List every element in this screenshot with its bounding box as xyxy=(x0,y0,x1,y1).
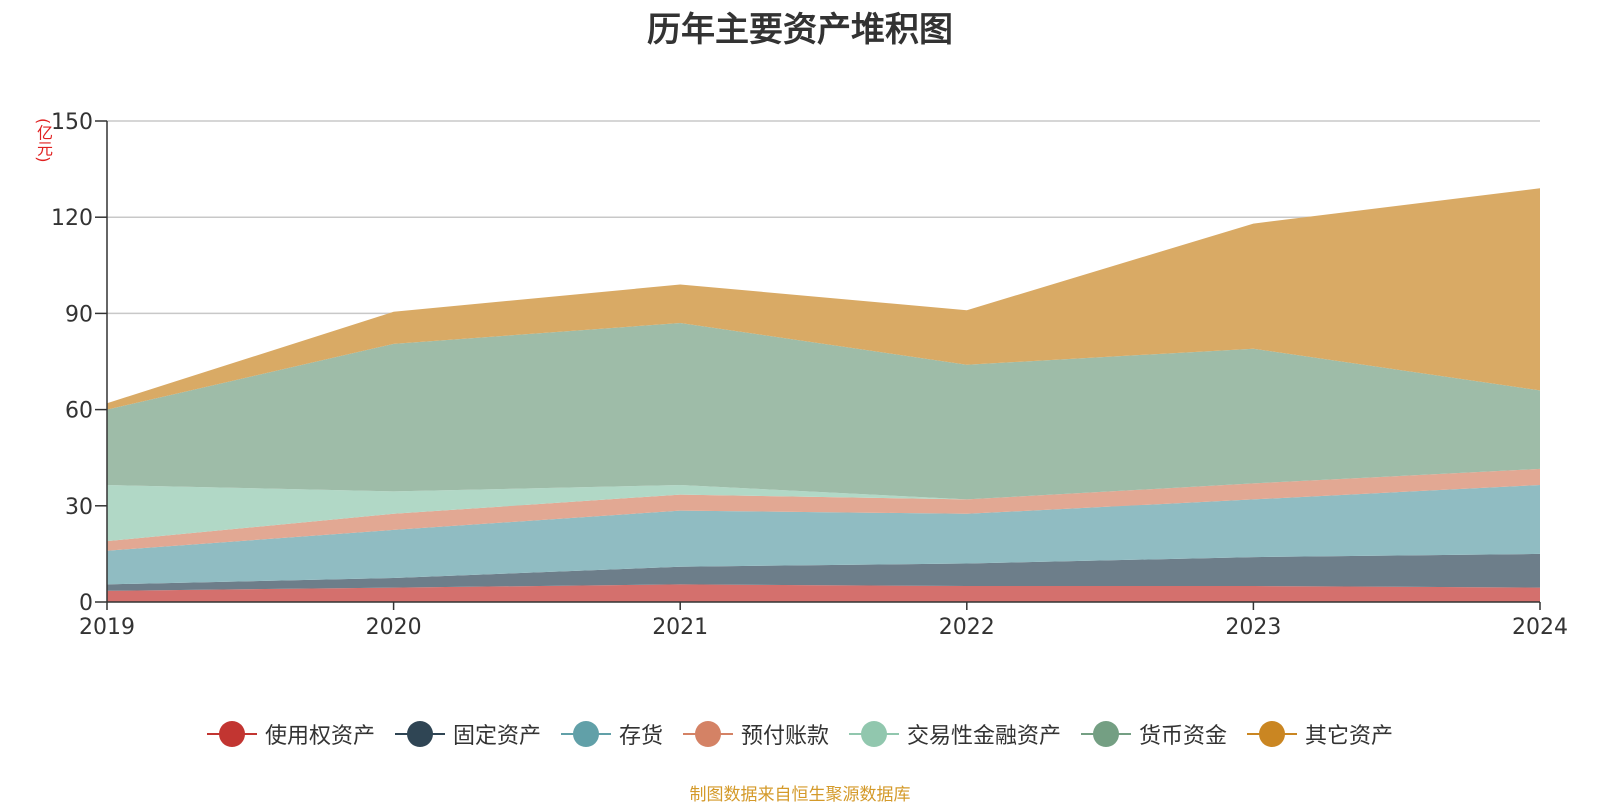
area-series-3 xyxy=(107,485,1540,585)
area-series-7 xyxy=(107,188,1540,410)
axes: 0 30 60 90 120 150 2019 2020 2021 2022 2023 2024 xyxy=(51,110,1568,640)
legend-item[interactable]: 使用权资产 xyxy=(206,718,375,750)
legend-item[interactable]: 预付账款 xyxy=(682,718,829,750)
legend-label: 使用权资产 xyxy=(264,724,375,749)
area-series xyxy=(107,188,1540,602)
area-series-6 xyxy=(107,323,1540,500)
area-series-5 xyxy=(107,468,1540,542)
y-tick-label: 120 xyxy=(51,206,93,231)
legend-item[interactable]: 货币资金 xyxy=(1081,718,1227,750)
data-source-note: 制图数据来自恒生聚源数据库 xyxy=(689,785,911,805)
y-tick-label: 60 xyxy=(65,399,93,424)
x-tick-label: 2022 xyxy=(939,615,995,640)
chart-title: 历年主要资产堆积图 xyxy=(647,10,953,50)
y-tick-label: 150 xyxy=(51,110,93,135)
legend-item[interactable]: 固定资产 xyxy=(394,718,541,750)
legend-item[interactable]: 存货 xyxy=(560,718,663,750)
area-series-1 xyxy=(107,584,1540,602)
x-tick-label: 2024 xyxy=(1512,615,1568,640)
legend-label: 存货 xyxy=(618,724,663,749)
legend-marker-icon xyxy=(1247,721,1298,747)
stacked-area-chart: 0 30 60 90 120 150 2019 2020 2021 2022 2023 2024 xyxy=(51,110,1568,640)
legend-marker-icon xyxy=(1081,721,1132,747)
x-tick-label: 2021 xyxy=(652,615,708,640)
legend-label: 交易性金融资产 xyxy=(907,724,1062,749)
legend-marker-icon xyxy=(560,721,611,747)
legend-label: 固定资产 xyxy=(452,724,541,749)
legend-marker-icon xyxy=(206,721,257,747)
legend-label: 货币资金 xyxy=(1139,724,1228,749)
legend-marker-icon xyxy=(682,721,733,747)
legend-label: 其它资产 xyxy=(1305,724,1394,749)
y-axis-unit-label: (亿元) xyxy=(34,118,53,163)
legend-marker-icon xyxy=(849,721,899,747)
legend-marker-icon xyxy=(394,721,445,747)
y-tick-label: 90 xyxy=(65,302,93,327)
area-series-2 xyxy=(107,553,1540,591)
y-tick-label: 0 xyxy=(79,591,93,616)
y-tick-label: 30 xyxy=(65,495,93,520)
x-tick-label: 2019 xyxy=(79,615,135,640)
legend-item[interactable]: 其它资产 xyxy=(1247,718,1393,750)
legend-label: 预付账款 xyxy=(740,724,829,749)
legend-item[interactable]: 交易性金融资产 xyxy=(849,718,1061,750)
x-tick-label: 2020 xyxy=(366,615,422,640)
area-series-4 xyxy=(107,468,1540,551)
chart-legend: 使用权资产 固定资产 存货 预付账款 交易性金融资产 货币资金 其它资产 xyxy=(0,718,1600,750)
x-tick-label: 2023 xyxy=(1225,615,1281,640)
